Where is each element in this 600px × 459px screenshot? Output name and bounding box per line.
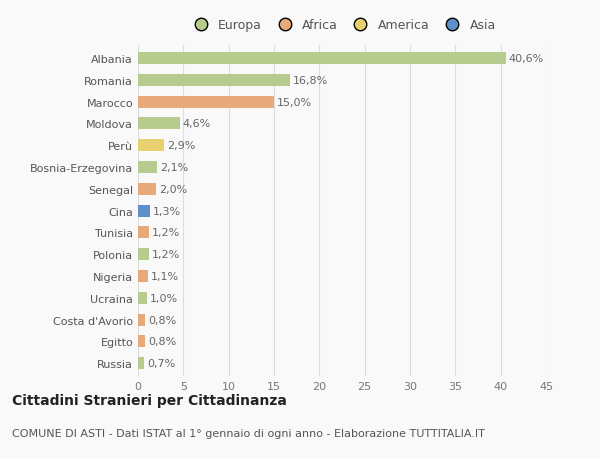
Text: 1,1%: 1,1% bbox=[151, 271, 179, 281]
Legend: Europa, Africa, America, Asia: Europa, Africa, America, Asia bbox=[188, 19, 496, 32]
Bar bbox=[138, 118, 180, 130]
Text: 15,0%: 15,0% bbox=[277, 97, 312, 107]
Text: COMUNE DI ASTI - Dati ISTAT al 1° gennaio di ogni anno - Elaborazione TUTTITALIA: COMUNE DI ASTI - Dati ISTAT al 1° gennai… bbox=[12, 428, 485, 438]
Bar bbox=[138, 184, 156, 196]
Text: 2,9%: 2,9% bbox=[167, 141, 196, 151]
Bar bbox=[138, 162, 157, 174]
Text: Cittadini Stranieri per Cittadinanza: Cittadini Stranieri per Cittadinanza bbox=[12, 393, 287, 407]
Bar bbox=[138, 96, 274, 108]
Text: 2,1%: 2,1% bbox=[160, 162, 188, 173]
Bar bbox=[138, 336, 145, 347]
Bar bbox=[138, 53, 506, 65]
Bar bbox=[138, 227, 149, 239]
Text: 16,8%: 16,8% bbox=[293, 76, 328, 86]
Bar bbox=[138, 270, 148, 282]
Text: 40,6%: 40,6% bbox=[509, 54, 544, 64]
Bar bbox=[138, 140, 164, 152]
Bar bbox=[138, 358, 145, 369]
Bar bbox=[138, 292, 147, 304]
Text: 0,8%: 0,8% bbox=[148, 336, 176, 347]
Text: 2,0%: 2,0% bbox=[159, 185, 187, 195]
Bar bbox=[138, 205, 150, 217]
Bar bbox=[138, 314, 145, 326]
Text: 4,6%: 4,6% bbox=[182, 119, 211, 129]
Text: 1,3%: 1,3% bbox=[152, 206, 181, 216]
Bar bbox=[138, 75, 290, 87]
Text: 1,0%: 1,0% bbox=[150, 293, 178, 303]
Text: 0,7%: 0,7% bbox=[147, 358, 175, 368]
Text: 0,8%: 0,8% bbox=[148, 315, 176, 325]
Text: 1,2%: 1,2% bbox=[152, 228, 180, 238]
Bar bbox=[138, 249, 149, 261]
Text: 1,2%: 1,2% bbox=[152, 250, 180, 260]
